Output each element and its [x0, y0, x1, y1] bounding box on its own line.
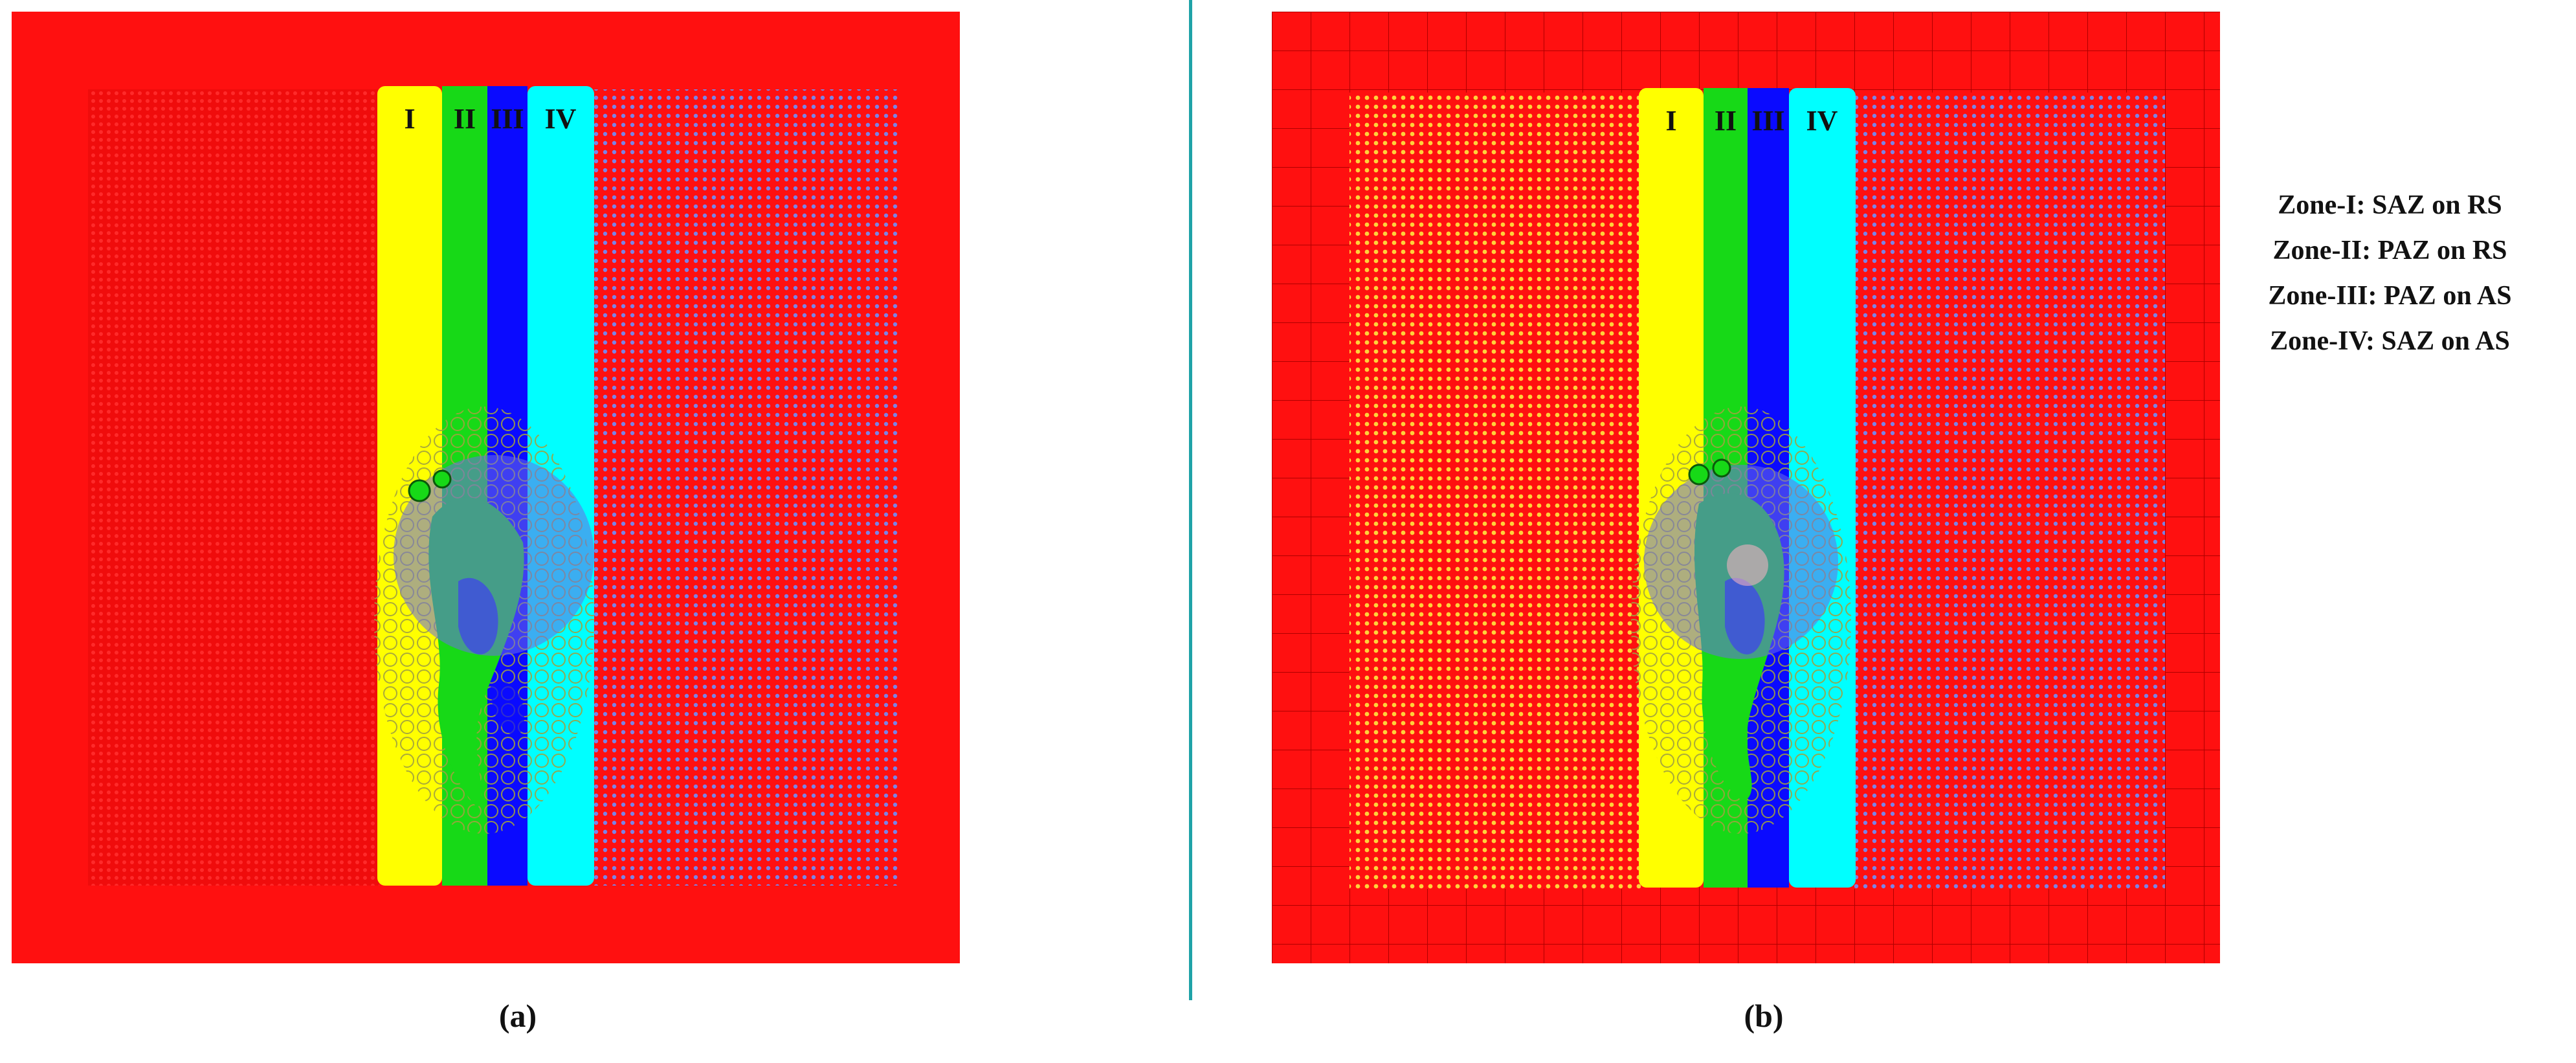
panel-divider [1189, 0, 1192, 1000]
workpiece-right [1854, 93, 2165, 889]
zone-label-IV: IV [1806, 105, 1838, 137]
tool-pin-outline [1727, 544, 1768, 586]
zone-label-II: II [1715, 105, 1737, 137]
legend-item-zone-I: Zone-I: SAZ on RS [2278, 190, 2502, 220]
panel-a: I II III IV [12, 12, 960, 963]
zone-label-III: III [491, 103, 524, 135]
zone-label-IV: IV [545, 103, 577, 135]
zone-label-I: I [1665, 105, 1676, 137]
workpiece-right [594, 89, 898, 886]
zone-label-I: I [404, 103, 415, 135]
zone-legend: Zone-I: SAZ on RS Zone-II: PAZ on RS Zon… [2210, 183, 2570, 364]
simulation-view-b: I II III IV [1272, 12, 2220, 963]
tool-pin-outline [394, 455, 594, 656]
mixing-region [1631, 407, 1851, 834]
workpiece-left [88, 89, 379, 886]
workpiece-left [1349, 93, 1641, 889]
zone-label-III: III [1751, 105, 1784, 137]
caption-b: (b) [1744, 998, 1784, 1034]
legend-item-zone-II: Zone-II: PAZ on RS [2272, 236, 2507, 265]
legend-item-zone-IV: Zone-IV: SAZ on AS [2270, 326, 2510, 356]
mixing-region [374, 407, 594, 834]
panel-b: I II III IV [1272, 12, 2220, 963]
simulation-view-a: I II III IV [12, 12, 960, 963]
caption-a: (a) [498, 998, 537, 1034]
legend-item-zone-III: Zone-III: PAZ on AS [2268, 281, 2512, 311]
zone-label-II: II [454, 103, 476, 135]
